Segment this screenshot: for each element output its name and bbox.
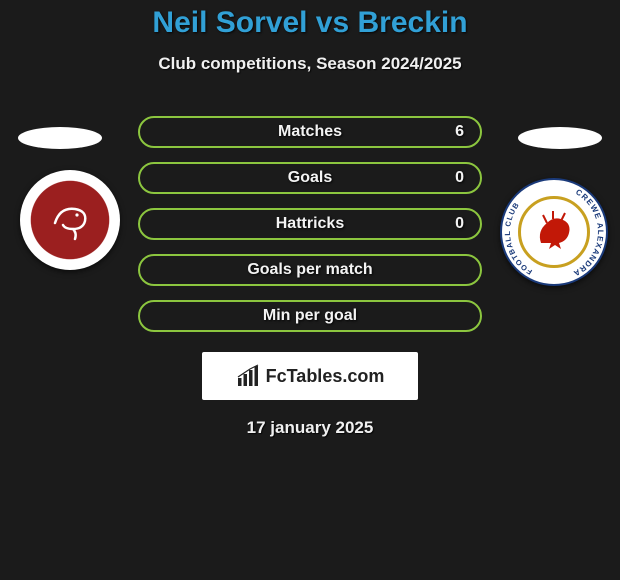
stat-value-right: 0 [455,215,464,233]
stat-label: Goals [288,169,332,187]
crewe-ring-text-icon: CREWE ALEXANDRA FOOTBALL CLUB [502,180,606,284]
svg-text:FOOTBALL CLUB: FOOTBALL CLUB [503,200,534,276]
stat-row-goals: Goals 0 [138,162,482,194]
club-badge-morecambe [20,170,120,270]
svg-text:CREWE ALEXANDRA: CREWE ALEXANDRA [571,187,605,278]
stat-value-right: 6 [455,123,464,141]
stat-row-hattricks: Hattricks 0 [138,208,482,240]
stat-row-mpg: Min per goal [138,300,482,332]
stat-label: Goals per match [247,261,372,279]
stat-label: Matches [278,123,342,141]
player-right-oval [518,127,602,149]
stat-value-right: 0 [455,169,464,187]
player-left-oval [18,127,102,149]
stat-label: Min per goal [263,307,357,325]
bar-chart-icon [236,364,260,388]
date-label: 17 january 2025 [0,418,620,438]
fctables-logo[interactable]: FcTables.com [202,352,418,400]
club-badge-crewe: CREWE ALEXANDRA FOOTBALL CLUB [500,178,608,286]
stat-row-matches: Matches 6 [138,116,482,148]
subtitle: Club competitions, Season 2024/2025 [0,54,620,74]
logo-text: FcTables.com [266,366,385,387]
shrimp-icon [45,195,95,245]
stat-label: Hattricks [276,215,344,233]
page-title: Neil Sorvel vs Breckin [0,0,620,40]
stat-row-gpm: Goals per match [138,254,482,286]
